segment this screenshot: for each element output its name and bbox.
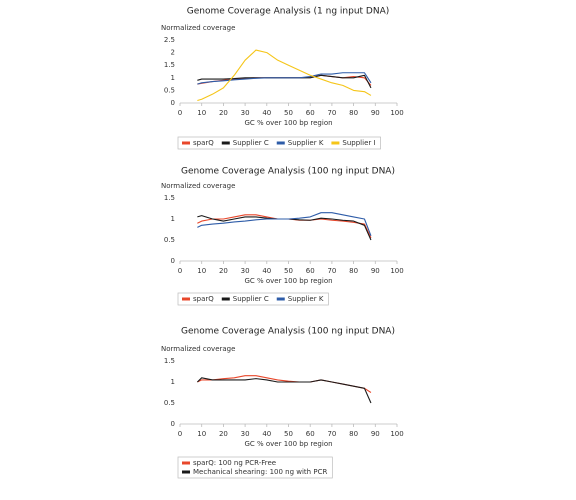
x-tick-label: 40: [262, 109, 271, 117]
series-line: [197, 49, 372, 102]
x-tick-label: 20: [219, 109, 228, 117]
legend-label: Supplier C: [233, 139, 269, 147]
x-tick-label: 90: [371, 109, 380, 117]
x-tick-label: 0: [178, 430, 182, 438]
x-tick-label: 90: [371, 267, 380, 275]
legend-swatch: [182, 470, 190, 474]
x-tick-label: 90: [371, 430, 380, 438]
x-tick-label: 60: [306, 109, 315, 117]
y-tick-label: 1: [171, 215, 175, 223]
x-tick-label: 100: [390, 430, 403, 438]
legend-swatch: [221, 297, 230, 301]
x-axis-label: GC % over 100 bp region: [244, 277, 332, 285]
y-tick-label: 0.5: [164, 236, 175, 244]
x-tick-label: 100: [390, 109, 403, 117]
x-tick-label: 50: [284, 109, 293, 117]
x-tick-label: 10: [197, 430, 206, 438]
y-tick-label: 1.5: [164, 194, 175, 202]
legend-box: [177, 292, 329, 306]
legend-swatch: [221, 141, 230, 145]
y-axis-label: Normalized coverage: [161, 345, 235, 353]
y-tick-label: 0.5: [164, 86, 175, 94]
series-line: [197, 72, 372, 85]
y-tick-label: 1.5: [164, 61, 175, 69]
legend-box: [177, 456, 333, 479]
y-tick-label: 2: [171, 49, 175, 57]
legend-label: Supplier C: [233, 295, 269, 303]
legend-label: Supplier K: [288, 295, 324, 303]
y-tick-label: 0.5: [164, 399, 175, 407]
chart-title: Genome Coverage Analysis (1 ng input DNA…: [187, 7, 390, 17]
y-tick-label: 0: [171, 99, 175, 107]
x-tick-label: 30: [241, 109, 250, 117]
y-tick-label: 2.5: [164, 36, 175, 44]
x-tick-label: 50: [284, 430, 293, 438]
x-tick-label: 70: [327, 109, 336, 117]
legend-swatch: [331, 141, 340, 145]
legend-swatch: [276, 297, 285, 301]
legend-swatch: [182, 141, 190, 145]
y-tick-label: 1.5: [164, 357, 175, 365]
legend-swatch: [182, 461, 190, 465]
legend-label: sparQ: 100 ng PCR-Free: [193, 459, 276, 467]
x-tick-label: 60: [306, 267, 315, 275]
y-axis-label: Normalized coverage: [161, 24, 235, 32]
x-tick-label: 30: [241, 267, 250, 275]
series-line: [197, 214, 372, 239]
x-axis-label: GC % over 100 bp region: [244, 440, 332, 448]
x-tick-label: 80: [349, 109, 358, 117]
legend-label: sparQ: [193, 295, 214, 303]
x-tick-label: 80: [349, 430, 358, 438]
legend-label: Mechanical shearing: 100 ng with PCR: [193, 468, 327, 476]
x-tick-label: 20: [219, 267, 228, 275]
chart-title: Genome Coverage Analysis (100 ng input D…: [181, 327, 395, 337]
x-axis-label: GC % over 100 bp region: [244, 119, 332, 127]
y-tick-label: 1: [171, 74, 175, 82]
legend-swatch: [276, 141, 285, 145]
series-line: [196, 377, 372, 404]
y-tick-label: 0: [171, 420, 175, 428]
x-tick-label: 30: [241, 430, 250, 438]
series-line: [197, 212, 372, 236]
x-tick-label: 10: [197, 267, 206, 275]
x-tick-label: 10: [197, 109, 206, 117]
x-tick-label: 100: [390, 267, 403, 275]
x-tick-label: 0: [178, 267, 182, 275]
legend-label: Supplier I: [342, 139, 375, 147]
y-axis-label: Normalized coverage: [161, 182, 235, 190]
x-tick-label: 50: [284, 267, 293, 275]
chart-title: Genome Coverage Analysis (100 ng input D…: [181, 167, 395, 177]
legend-swatch: [182, 297, 190, 301]
x-tick-label: 80: [349, 267, 358, 275]
y-tick-label: 1: [171, 378, 175, 386]
x-tick-label: 60: [306, 430, 315, 438]
x-tick-label: 0: [178, 109, 182, 117]
legend-label: sparQ: [193, 139, 214, 147]
x-tick-label: 20: [219, 430, 228, 438]
x-tick-label: 40: [262, 430, 271, 438]
x-tick-label: 70: [327, 267, 336, 275]
legend-label: Supplier K: [288, 139, 324, 147]
x-tick-label: 70: [327, 430, 336, 438]
y-tick-label: 0: [171, 257, 175, 265]
x-tick-label: 40: [262, 267, 271, 275]
